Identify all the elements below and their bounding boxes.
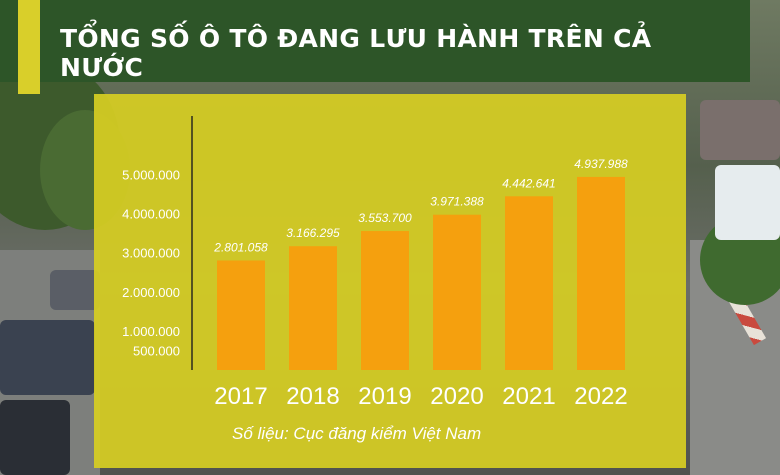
x-tick-label: 2018	[286, 383, 339, 410]
accent-stripe	[18, 0, 40, 94]
y-tick-label: 500.000	[133, 343, 180, 358]
y-tick-label: 5.000.000	[122, 168, 180, 183]
x-tick-label: 2019	[358, 383, 411, 410]
bar-chart: 500.000 1.000.000 2.000.000 3.000.000 4.000.…	[122, 116, 628, 410]
bar	[433, 214, 481, 370]
title-banner: TỔNG SỐ Ô TÔ ĐANG LƯU HÀNH TRÊN CẢ NƯỚC	[0, 0, 750, 94]
bar	[289, 246, 337, 370]
y-tick-label: 3.000.000	[122, 246, 180, 261]
value-label: 3.971.388	[430, 195, 484, 209]
y-tick-label: 4.000.000	[122, 207, 180, 222]
y-tick-label: 2.000.000	[122, 285, 180, 300]
x-tick-label: 2022	[574, 383, 627, 410]
bar	[361, 231, 409, 370]
page-title: TỔNG SỐ Ô TÔ ĐANG LƯU HÀNH TRÊN CẢ NƯỚC	[60, 24, 652, 82]
bar	[217, 260, 265, 370]
source-note: Số liệu: Cục đăng kiểm Việt Nam	[232, 424, 482, 443]
value-label: 3.166.295	[286, 226, 340, 240]
bar	[505, 196, 553, 370]
x-tick-label: 2017	[214, 383, 267, 410]
y-tick-label: 1.000.000	[122, 324, 180, 339]
value-label: 3.553.700	[358, 211, 412, 225]
x-tick-label: 2020	[430, 383, 483, 410]
x-tick-label: 2021	[502, 383, 555, 410]
value-label: 2.801.058	[213, 240, 268, 254]
value-label: 4.937.988	[574, 157, 628, 171]
value-label: 4.442.641	[502, 176, 555, 190]
bar	[577, 176, 625, 370]
